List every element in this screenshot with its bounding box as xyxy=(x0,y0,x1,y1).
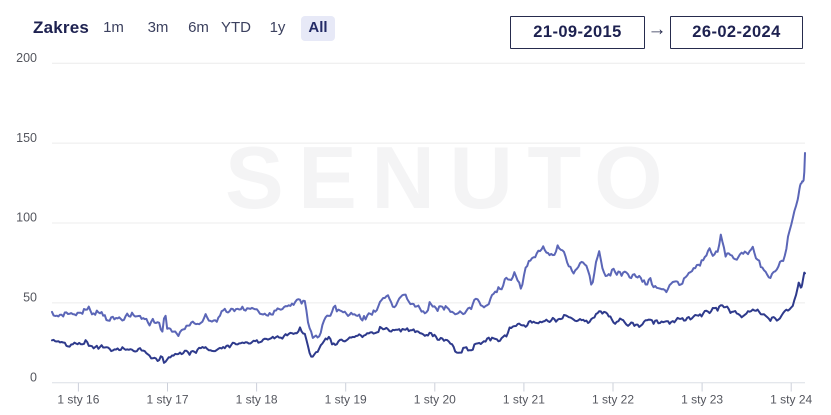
svg-text:1 sty 18: 1 sty 18 xyxy=(236,393,278,407)
svg-text:1 sty 16: 1 sty 16 xyxy=(57,393,99,407)
svg-text:1 sty 24: 1 sty 24 xyxy=(770,393,812,407)
svg-text:200: 200 xyxy=(16,51,37,65)
svg-text:1 sty 21: 1 sty 21 xyxy=(503,393,545,407)
svg-text:SENUTO: SENUTO xyxy=(225,128,677,227)
svg-text:100: 100 xyxy=(16,211,37,225)
svg-text:0: 0 xyxy=(30,371,37,385)
svg-text:1 sty 23: 1 sty 23 xyxy=(681,393,723,407)
svg-text:150: 150 xyxy=(16,131,37,145)
svg-text:1 sty 17: 1 sty 17 xyxy=(146,393,188,407)
svg-text:1 sty 22: 1 sty 22 xyxy=(592,393,634,407)
svg-text:50: 50 xyxy=(23,291,37,305)
svg-text:1 sty 19: 1 sty 19 xyxy=(325,393,367,407)
svg-text:1 sty 20: 1 sty 20 xyxy=(414,393,456,407)
